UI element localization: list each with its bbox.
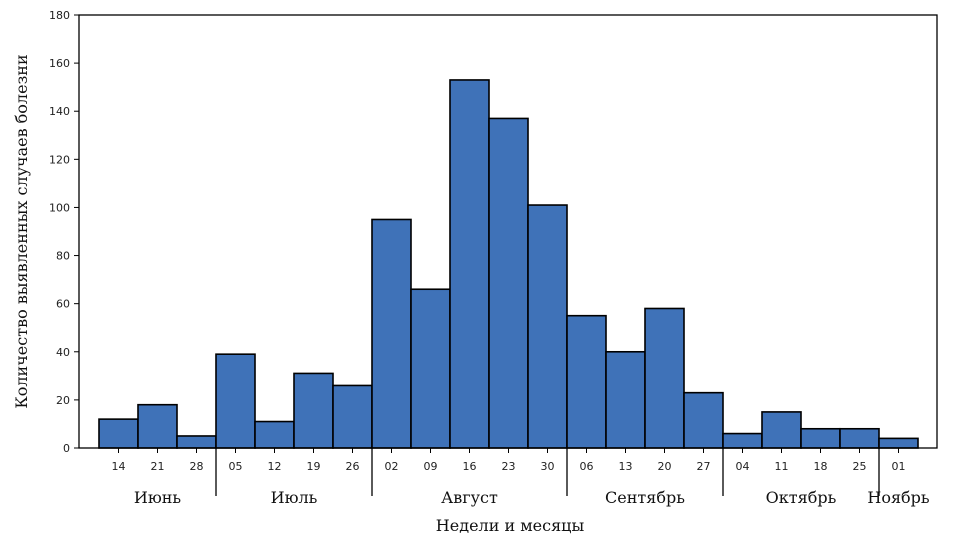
x-axis-title: Недели и месяцы	[436, 516, 585, 535]
x-tick-label: 02	[385, 460, 399, 473]
y-tick-label: 140	[49, 105, 70, 118]
bar	[293, 372, 334, 449]
month-label: Октябрь	[766, 488, 837, 507]
bar	[410, 288, 451, 449]
month-label: Июль	[271, 488, 318, 507]
x-tick-label: 11	[775, 460, 789, 473]
y-tick-label: 100	[49, 201, 70, 214]
y-tick-label: 80	[56, 250, 70, 263]
axes-group: 0 20 40 60 80 100 120 140 160 180 14 21 28 05 12 19 26 02…	[49, 9, 938, 507]
bar	[332, 384, 373, 449]
month-label: Сентябрь	[605, 488, 685, 507]
x-tick-label: 14	[112, 460, 126, 473]
bar	[566, 314, 607, 449]
y-tick-label: 180	[49, 9, 70, 22]
y-axis-title: Количество выявленных случаев болезни	[12, 54, 31, 408]
y-tick-label: 40	[56, 346, 70, 359]
x-tick-label: 09	[424, 460, 438, 473]
bar	[449, 79, 490, 449]
bar	[839, 427, 880, 449]
x-tick-label: 28	[190, 460, 204, 473]
x-tick-label: 04	[736, 460, 750, 473]
y-tick-label: 120	[49, 153, 70, 166]
y-tick-label: 0	[63, 442, 70, 455]
bar	[761, 411, 802, 449]
month-label: Август	[441, 488, 498, 507]
bar	[371, 218, 412, 449]
x-tick-label: 05	[229, 460, 243, 473]
x-tick-label: 16	[463, 460, 477, 473]
x-tick-label: 27	[697, 460, 711, 473]
x-tick-label: 19	[307, 460, 321, 473]
month-label: Июнь	[134, 488, 182, 507]
x-tick-label: 06	[580, 460, 594, 473]
x-tick-label: 18	[814, 460, 828, 473]
y-tick-label: 160	[49, 57, 70, 70]
x-tick-label: 23	[502, 460, 516, 473]
x-tick-label: 30	[541, 460, 555, 473]
x-tick-label: 13	[619, 460, 633, 473]
bar	[800, 427, 841, 449]
bar	[176, 435, 217, 449]
x-tick-label: 12	[268, 460, 282, 473]
x-tick-label: 26	[346, 460, 360, 473]
x-tick-label: 21	[151, 460, 165, 473]
x-tick-label: 25	[853, 460, 867, 473]
bar	[722, 432, 763, 449]
bar	[878, 437, 919, 449]
y-tick-label: 20	[56, 394, 70, 407]
bar	[683, 391, 724, 449]
month-label: Ноябрь	[867, 488, 930, 507]
x-tick-label: 01	[892, 460, 906, 473]
bar	[215, 353, 256, 449]
y-tick-label: 60	[56, 298, 70, 311]
bar	[644, 307, 685, 449]
bar	[98, 418, 139, 449]
bar	[137, 403, 178, 449]
bar	[488, 117, 529, 449]
bar	[605, 350, 646, 449]
bar	[254, 420, 295, 449]
x-tick-label: 20	[658, 460, 672, 473]
bar	[527, 204, 568, 449]
bars-group	[98, 79, 919, 449]
